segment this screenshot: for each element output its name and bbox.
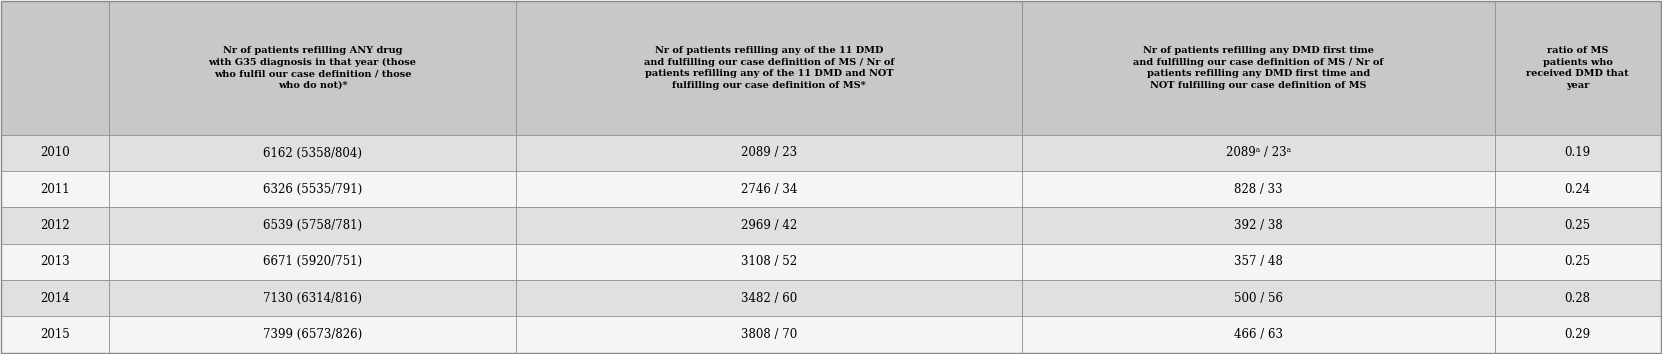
FancyBboxPatch shape bbox=[1022, 280, 1494, 316]
Text: 2089 / 23: 2089 / 23 bbox=[741, 147, 796, 160]
FancyBboxPatch shape bbox=[110, 1, 515, 135]
Text: 2012: 2012 bbox=[40, 219, 70, 232]
FancyBboxPatch shape bbox=[110, 135, 515, 171]
Text: 0.25: 0.25 bbox=[1564, 255, 1591, 268]
Text: 6326 (5535/791): 6326 (5535/791) bbox=[263, 183, 362, 196]
FancyBboxPatch shape bbox=[110, 171, 515, 207]
Text: Nr of patients refilling any of the 11 DMD
and fulfilling our case definition of: Nr of patients refilling any of the 11 D… bbox=[643, 46, 894, 90]
Text: 3108 / 52: 3108 / 52 bbox=[741, 255, 796, 268]
FancyBboxPatch shape bbox=[1022, 171, 1494, 207]
FancyBboxPatch shape bbox=[2, 280, 110, 316]
FancyBboxPatch shape bbox=[1494, 1, 1660, 135]
Text: 392 / 38: 392 / 38 bbox=[1233, 219, 1283, 232]
FancyBboxPatch shape bbox=[1022, 244, 1494, 280]
FancyBboxPatch shape bbox=[2, 1, 110, 135]
Text: 6539 (5758/781): 6539 (5758/781) bbox=[263, 219, 362, 232]
FancyBboxPatch shape bbox=[1494, 280, 1660, 316]
Text: ratio of MS
patients who
received DMD that
year: ratio of MS patients who received DMD th… bbox=[1526, 46, 1629, 90]
Text: 7399 (6573/826): 7399 (6573/826) bbox=[263, 328, 362, 341]
FancyBboxPatch shape bbox=[1494, 207, 1660, 244]
FancyBboxPatch shape bbox=[1494, 171, 1660, 207]
Text: 3482 / 60: 3482 / 60 bbox=[741, 292, 796, 305]
FancyBboxPatch shape bbox=[1022, 316, 1494, 353]
FancyBboxPatch shape bbox=[1022, 135, 1494, 171]
FancyBboxPatch shape bbox=[515, 244, 1022, 280]
FancyBboxPatch shape bbox=[515, 207, 1022, 244]
FancyBboxPatch shape bbox=[515, 280, 1022, 316]
Text: 2010: 2010 bbox=[40, 147, 70, 160]
FancyBboxPatch shape bbox=[110, 244, 515, 280]
FancyBboxPatch shape bbox=[2, 135, 110, 171]
FancyBboxPatch shape bbox=[515, 135, 1022, 171]
FancyBboxPatch shape bbox=[110, 207, 515, 244]
FancyBboxPatch shape bbox=[2, 207, 110, 244]
Text: 6162 (5358/804): 6162 (5358/804) bbox=[263, 147, 362, 160]
Text: 0.19: 0.19 bbox=[1564, 147, 1591, 160]
Text: 6671 (5920/751): 6671 (5920/751) bbox=[263, 255, 362, 268]
FancyBboxPatch shape bbox=[1494, 244, 1660, 280]
Text: 2746 / 34: 2746 / 34 bbox=[741, 183, 798, 196]
Text: 828 / 33: 828 / 33 bbox=[1233, 183, 1283, 196]
FancyBboxPatch shape bbox=[110, 280, 515, 316]
Text: 2089ᵃ / 23ᵃ: 2089ᵃ / 23ᵃ bbox=[1225, 147, 1291, 160]
FancyBboxPatch shape bbox=[515, 171, 1022, 207]
Text: 0.24: 0.24 bbox=[1564, 183, 1591, 196]
FancyBboxPatch shape bbox=[1022, 207, 1494, 244]
Text: 2014: 2014 bbox=[40, 292, 70, 305]
FancyBboxPatch shape bbox=[515, 1, 1022, 135]
Text: Nr of patients refilling ANY drug
with G35 diagnosis in that year (those
who ful: Nr of patients refilling ANY drug with G… bbox=[208, 46, 417, 90]
Text: 2013: 2013 bbox=[40, 255, 70, 268]
FancyBboxPatch shape bbox=[1022, 1, 1494, 135]
Text: 357 / 48: 357 / 48 bbox=[1233, 255, 1283, 268]
FancyBboxPatch shape bbox=[2, 171, 110, 207]
Text: 2015: 2015 bbox=[40, 328, 70, 341]
FancyBboxPatch shape bbox=[110, 316, 515, 353]
FancyBboxPatch shape bbox=[2, 316, 110, 353]
Text: 0.28: 0.28 bbox=[1564, 292, 1591, 305]
Text: 7130 (6314/816): 7130 (6314/816) bbox=[263, 292, 362, 305]
FancyBboxPatch shape bbox=[515, 316, 1022, 353]
FancyBboxPatch shape bbox=[1494, 316, 1660, 353]
Text: 0.25: 0.25 bbox=[1564, 219, 1591, 232]
Text: 2969 / 42: 2969 / 42 bbox=[741, 219, 796, 232]
Text: 3808 / 70: 3808 / 70 bbox=[741, 328, 796, 341]
FancyBboxPatch shape bbox=[1494, 135, 1660, 171]
Text: 466 / 63: 466 / 63 bbox=[1233, 328, 1283, 341]
Text: 2011: 2011 bbox=[40, 183, 70, 196]
Text: Nr of patients refilling any DMD first time
and fulfilling our case definition o: Nr of patients refilling any DMD first t… bbox=[1133, 46, 1383, 90]
Text: 500 / 56: 500 / 56 bbox=[1233, 292, 1283, 305]
Text: 0.29: 0.29 bbox=[1564, 328, 1591, 341]
FancyBboxPatch shape bbox=[2, 244, 110, 280]
